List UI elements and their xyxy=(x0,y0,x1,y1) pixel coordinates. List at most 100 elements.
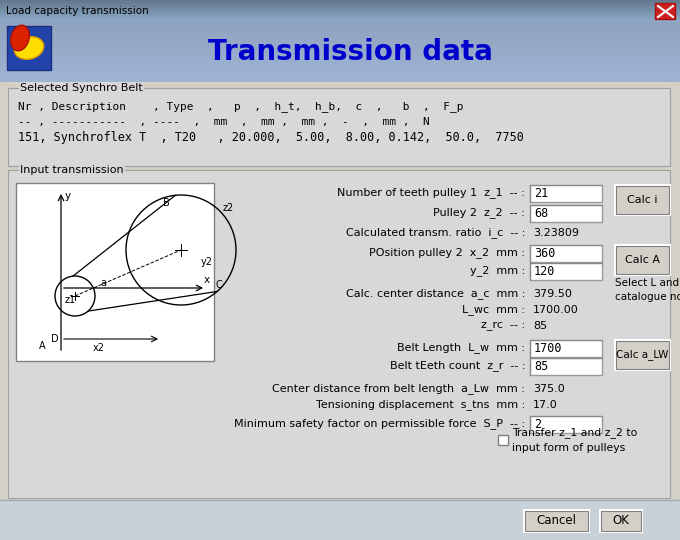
Bar xyxy=(0,44,680,45)
Bar xyxy=(0,2,680,3)
Text: Nr , Description    , Type  ,   p  ,  h_t,  h_b,  c  ,   b  ,  F_p: Nr , Description , Type , p , h_t, h_b, … xyxy=(18,102,464,112)
Bar xyxy=(0,64,680,65)
Text: -- , -----------  , ----  ,  mm  ,  mm ,  mm ,  -  ,  mm ,  N: -- , ----------- , ---- , mm , mm , mm ,… xyxy=(18,117,430,127)
Text: z2: z2 xyxy=(223,203,234,213)
Bar xyxy=(530,416,602,433)
Bar xyxy=(0,67,680,68)
Bar xyxy=(0,55,680,56)
Bar xyxy=(0,70,680,71)
Bar xyxy=(0,33,680,34)
Bar xyxy=(0,19,680,20)
Bar xyxy=(0,52,680,53)
Bar xyxy=(530,245,602,262)
Bar xyxy=(0,74,680,75)
Text: Calc i: Calc i xyxy=(627,195,658,205)
Bar xyxy=(0,48,680,49)
Bar xyxy=(0,10,680,11)
Bar xyxy=(0,31,680,32)
Bar xyxy=(0,46,680,47)
Text: D: D xyxy=(51,334,58,344)
Bar xyxy=(0,23,680,24)
Text: x: x xyxy=(204,275,210,285)
Bar xyxy=(525,511,588,531)
Text: A: A xyxy=(39,341,46,351)
Bar xyxy=(0,0,680,1)
Text: Select L and z from
catalogue now: Select L and z from catalogue now xyxy=(615,278,680,302)
Bar xyxy=(0,39,680,40)
Text: Cancel: Cancel xyxy=(537,515,577,528)
Bar xyxy=(0,51,680,52)
Bar xyxy=(0,27,680,28)
Text: Load capacity transmission: Load capacity transmission xyxy=(6,6,149,16)
Bar xyxy=(0,17,680,18)
Bar xyxy=(0,77,680,78)
Text: Transmission data: Transmission data xyxy=(207,38,492,66)
Text: 85: 85 xyxy=(533,321,547,331)
Bar xyxy=(0,80,680,81)
Bar xyxy=(615,185,670,215)
Bar xyxy=(0,50,680,51)
Bar xyxy=(530,358,602,375)
Bar xyxy=(0,72,680,73)
Text: y: y xyxy=(65,191,71,201)
Bar xyxy=(0,25,680,26)
Bar xyxy=(0,9,680,10)
Text: 151, Synchroflex T  , T20   , 20.000,  5.00,  8.00, 0.142,  50.0,  7750: 151, Synchroflex T , T20 , 20.000, 5.00,… xyxy=(18,132,524,145)
Bar xyxy=(530,185,602,202)
Bar xyxy=(0,69,680,70)
Bar xyxy=(0,76,680,77)
Bar xyxy=(0,54,680,55)
Bar xyxy=(0,38,680,39)
Text: 375.0: 375.0 xyxy=(533,384,565,394)
Bar xyxy=(0,47,680,48)
Bar xyxy=(0,7,680,8)
Text: 1700.00: 1700.00 xyxy=(533,305,579,315)
Bar xyxy=(0,40,680,41)
Bar xyxy=(0,22,680,23)
Text: y_2  mm :: y_2 mm : xyxy=(470,266,525,276)
Bar xyxy=(0,58,680,59)
Bar xyxy=(0,71,680,72)
Text: z1: z1 xyxy=(65,295,76,305)
Bar xyxy=(0,45,680,46)
Bar xyxy=(616,341,669,369)
Text: Center distance from belt length  a_Lw  mm :: Center distance from belt length a_Lw mm… xyxy=(272,383,525,394)
Text: a: a xyxy=(100,278,106,288)
Bar xyxy=(655,3,675,19)
Text: Belt Length  L_w  mm :: Belt Length L_w mm : xyxy=(397,342,525,354)
Bar xyxy=(7,26,51,70)
Bar xyxy=(0,3,680,4)
Bar xyxy=(0,66,680,67)
Bar xyxy=(601,511,641,531)
Bar xyxy=(8,170,670,498)
Bar xyxy=(0,56,680,57)
Bar xyxy=(0,28,680,29)
Text: 360: 360 xyxy=(534,247,556,260)
Bar xyxy=(0,35,680,36)
Bar xyxy=(0,37,680,38)
Bar xyxy=(600,510,642,532)
Text: 68: 68 xyxy=(534,207,548,220)
Text: 85: 85 xyxy=(534,360,548,373)
Bar xyxy=(0,68,680,69)
Bar xyxy=(0,75,680,76)
Bar xyxy=(0,32,680,33)
Bar xyxy=(0,59,680,60)
Bar xyxy=(0,8,680,9)
Bar xyxy=(0,13,680,14)
Bar xyxy=(0,6,680,7)
Bar xyxy=(0,1,680,2)
Bar xyxy=(0,29,680,30)
Text: 3.23809: 3.23809 xyxy=(533,228,579,238)
Bar xyxy=(0,62,680,63)
Bar xyxy=(615,245,670,275)
Bar xyxy=(616,246,669,274)
Text: Transfer z_1 and z_2 to
input form of pulleys: Transfer z_1 and z_2 to input form of pu… xyxy=(512,427,637,453)
Bar xyxy=(0,500,680,540)
Bar xyxy=(0,11,680,12)
Bar xyxy=(0,63,680,64)
Bar xyxy=(0,18,680,19)
Bar xyxy=(0,30,680,31)
Bar xyxy=(16,183,214,361)
Bar xyxy=(8,88,670,166)
